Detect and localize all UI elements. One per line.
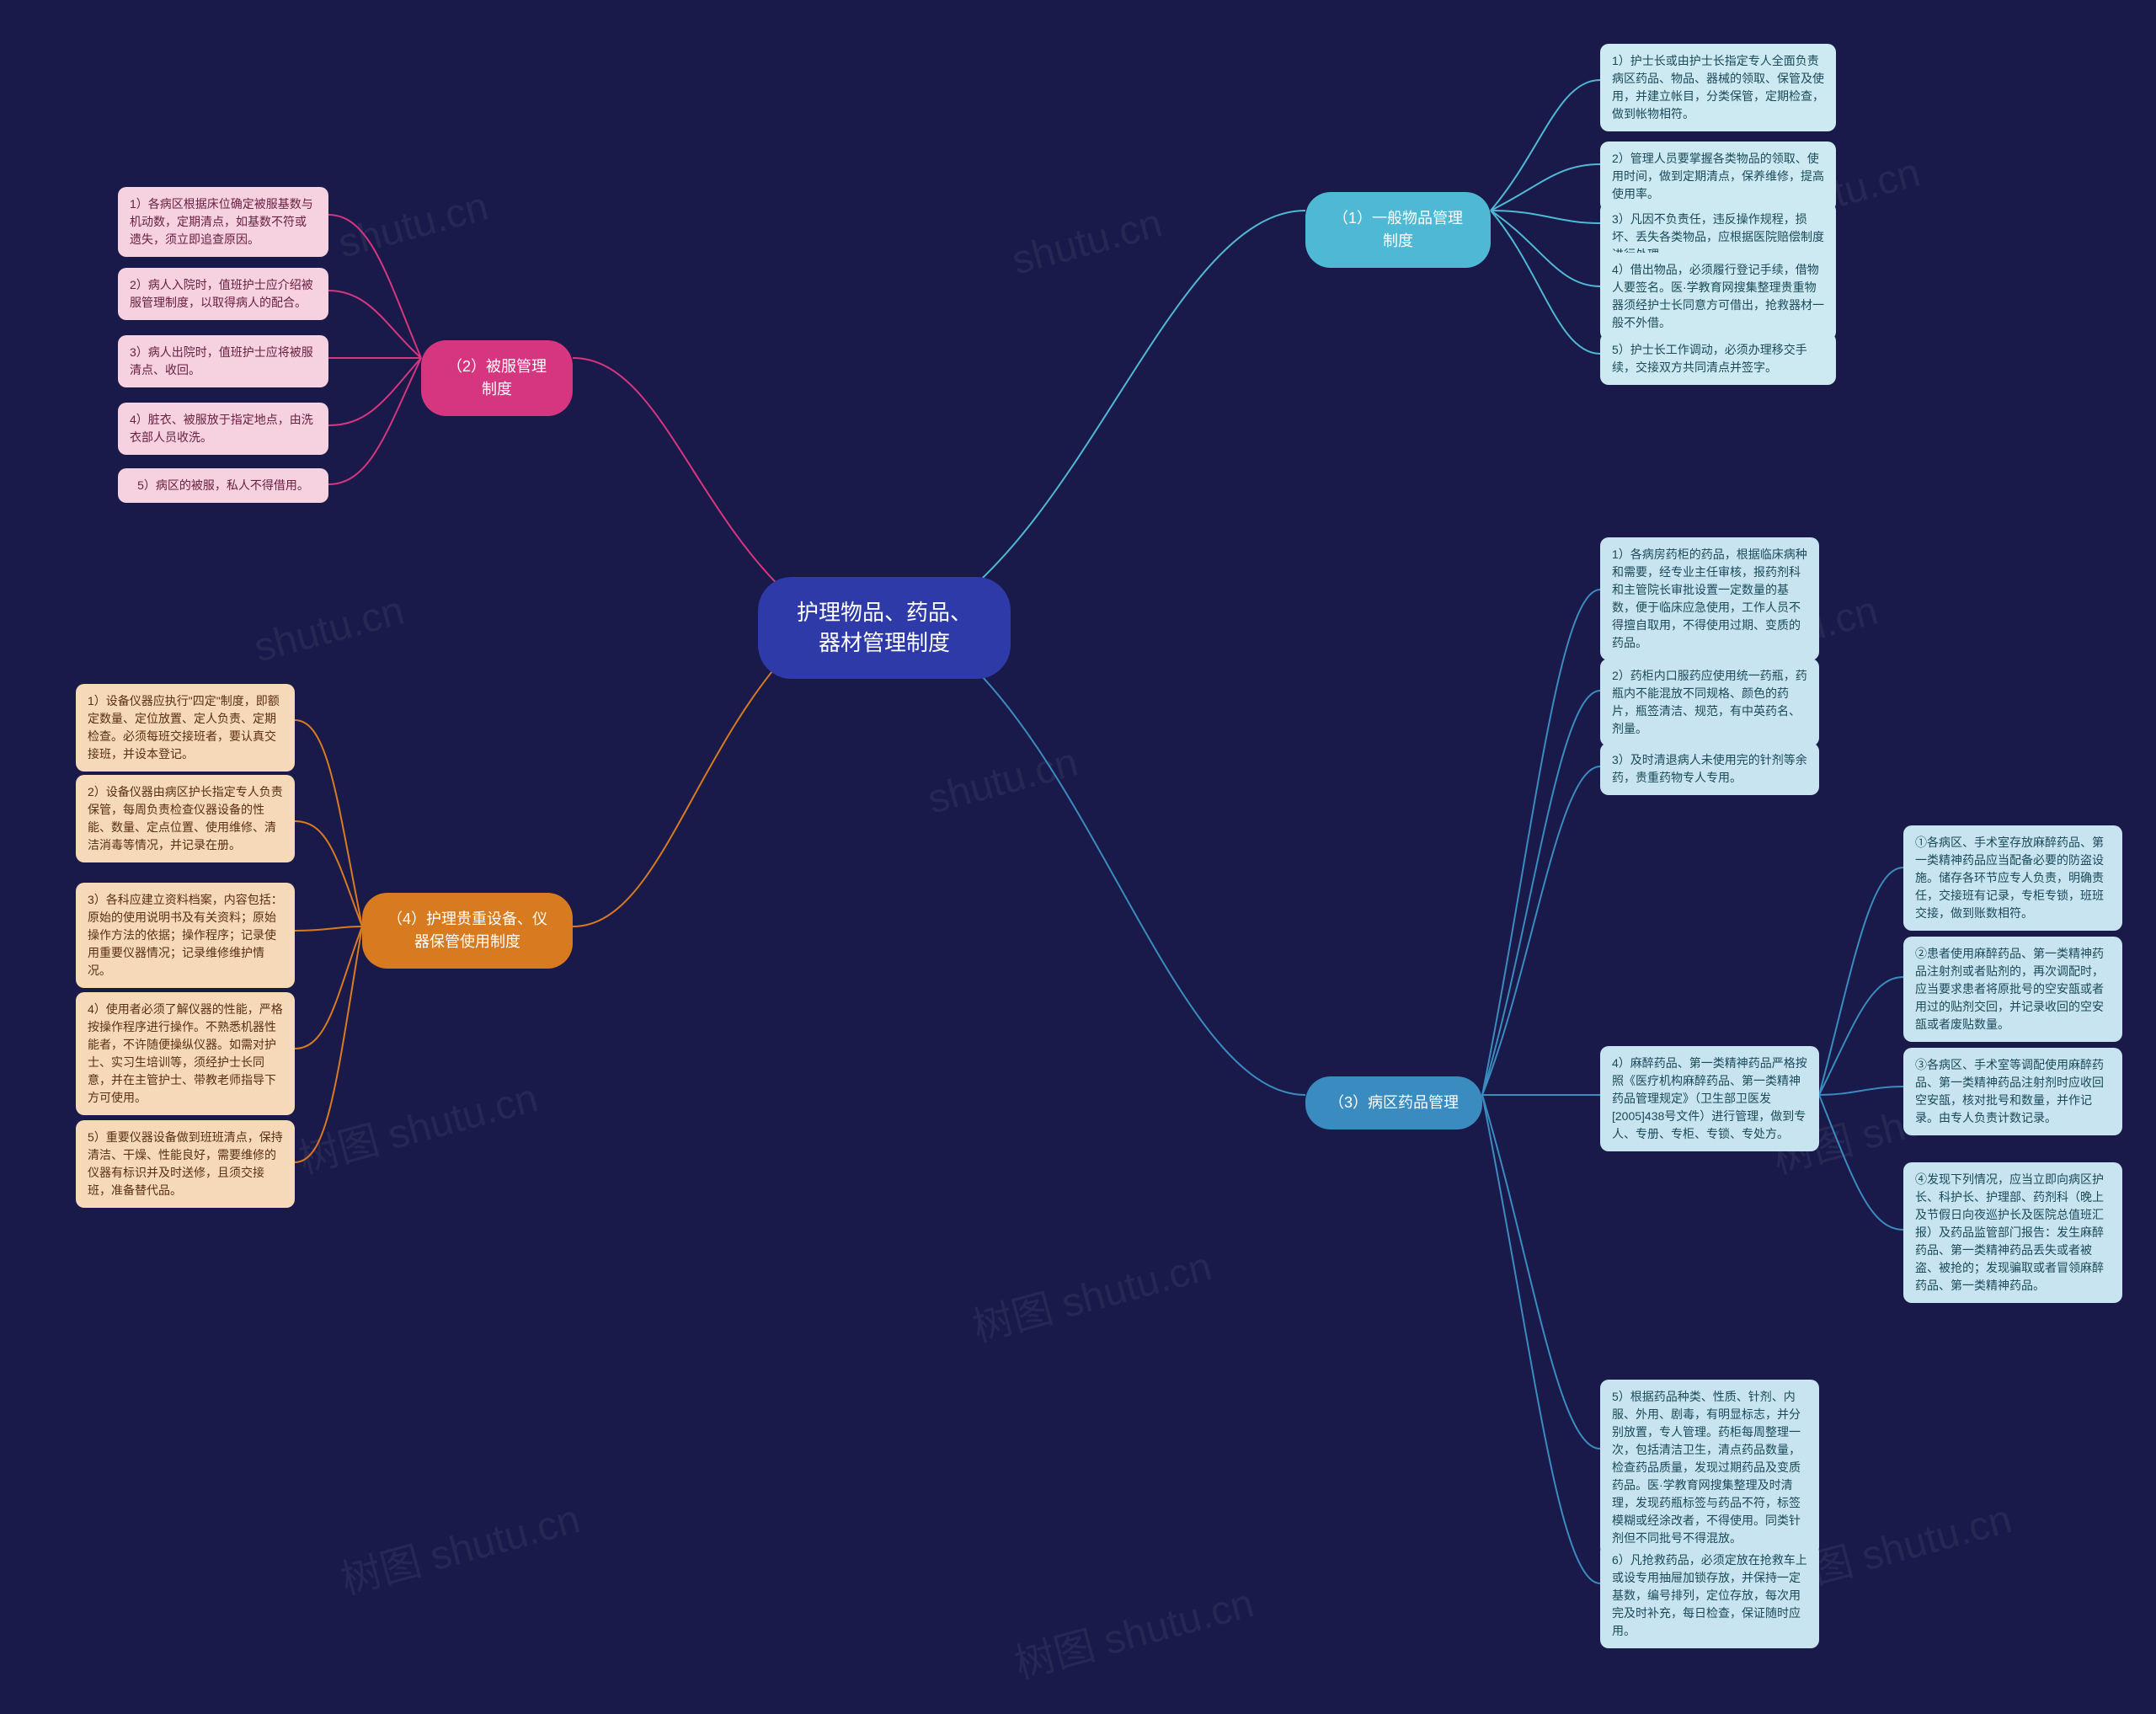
branch-b3[interactable]: （3）病区药品管理 — [1305, 1076, 1482, 1129]
leaf-b3-2[interactable]: 3）及时清退病人未使用完的针剂等余药，贵重药物专人专用。 — [1600, 743, 1819, 795]
leaf-b4-1[interactable]: 2）设备仪器由病区护长指定专人负责保管，每周负责检查仪器设备的性能、数量、定点位… — [76, 775, 295, 862]
watermark: 树图 shutu.cn — [291, 1065, 543, 1185]
leaf-b2-0[interactable]: 1）各病区根据床位确定被服基数与机动数，定期清点，如基数不符或遗失，须立即追查原… — [118, 187, 328, 257]
leaf-b1-0[interactable]: 1）护士长或由护士长指定专人全面负责病区药品、物品、器械的领取、保管及使用，并建… — [1600, 44, 1836, 131]
leaf-b3-3[interactable]: 4）麻醉药品、第一类精神药品严格按照《医疗机构麻醉药品、第一类精神药品管理规定》… — [1600, 1046, 1819, 1151]
branch-b2[interactable]: （2）被服管理制度 — [421, 340, 573, 416]
leaf-b3-1[interactable]: 2）药柜内口服药应使用统一药瓶，药瓶内不能混放不同规格、颜色的药片，瓶签清洁、规… — [1600, 659, 1819, 746]
leaf-b4-3[interactable]: 4）使用者必须了解仪器的性能，严格按操作程序进行操作。不熟悉机器性能者，不许随便… — [76, 992, 295, 1115]
watermark: shutu.cn — [923, 739, 1083, 823]
leaf-b1-4[interactable]: 5）护士长工作调动，必须办理移交手续，交接双方共同清点并签字。 — [1600, 333, 1836, 385]
leaf-b3-sub4-1[interactable]: ②患者使用麻醉药品、第一类精神药品注射剂或者贴剂的，再次调配时，应当要求患者将原… — [1903, 937, 2122, 1042]
leaf-b3-sub4-3[interactable]: ④发现下列情况，应当立即向病区护长、科护长、护理部、药剂科（晚上及节假日向夜巡护… — [1903, 1162, 2122, 1303]
leaf-b2-2[interactable]: 3）病人出院时，值班护士应将被服清点、收回。 — [118, 335, 328, 387]
watermark: 树图 shutu.cn — [1007, 1570, 1259, 1690]
leaf-b4-2[interactable]: 3）各科应建立资料档案，内容包括：原始的使用说明书及有关资料；原始操作方法的依据… — [76, 883, 295, 988]
branch-b4[interactable]: （4）护理贵重设备、仪器保管使用制度 — [362, 893, 573, 969]
leaf-b1-1[interactable]: 2）管理人员要掌握各类物品的领取、使用时间，做到定期清点，保养维修，提高使用率。 — [1600, 141, 1836, 211]
leaf-b3-sub4-2[interactable]: ③各病区、手术室等调配使用麻醉药品、第一类精神药品注射剂时应收回空安瓿，核对批号… — [1903, 1048, 2122, 1135]
leaf-b3-0[interactable]: 1）各病房药柜的药品，根据临床病种和需要，经专业主任审核，报药剂科和主管院长审批… — [1600, 537, 1819, 660]
leaf-b4-0[interactable]: 1）设备仪器应执行"四定"制度，即额定数量、定位放置、定人负责、定期检查。必须每… — [76, 684, 295, 772]
branch-b1[interactable]: （1）一般物品管理制度 — [1305, 192, 1491, 268]
leaf-b4-4[interactable]: 5）重要仪器设备做到班班清点，保持清洁、干燥、性能良好，需要维修的仪器有标识并及… — [76, 1120, 295, 1208]
leaf-b2-1[interactable]: 2）病人入院时，值班护士应介绍被服管理制度，以取得病人的配合。 — [118, 268, 328, 320]
leaf-b2-3[interactable]: 4）脏衣、被服放于指定地点，由洗衣部人员收洗。 — [118, 403, 328, 455]
watermark: shutu.cn — [334, 183, 494, 267]
leaf-b3-4[interactable]: 5）根据药品种类、性质、针剂、内服、外用、剧毒，有明显标志，并分别放置，专人管理… — [1600, 1380, 1819, 1556]
watermark: shutu.cn — [249, 587, 409, 671]
leaf-b1-3[interactable]: 4）借出物品，必须履行登记手续，借物人要签名。医·学教育网搜集整理贵重物器须经护… — [1600, 253, 1836, 340]
watermark: 树图 shutu.cn — [965, 1233, 1217, 1354]
leaf-b2-4[interactable]: 5）病区的被服，私人不得借用。 — [118, 468, 328, 503]
watermark: shutu.cn — [1007, 200, 1167, 284]
watermark: 树图 shutu.cn — [334, 1486, 585, 1606]
root-node[interactable]: 护理物品、药品、器材管理制度 — [758, 577, 1011, 679]
leaf-b3-5[interactable]: 6）凡抢救药品，必须定放在抢救车上或设专用抽屉加锁存放，并保持一定基数，编号排列… — [1600, 1543, 1819, 1648]
leaf-b3-sub4-0[interactable]: ①各病区、手术室存放麻醉药品、第一类精神药品应当配备必要的防盗设施。储存各环节应… — [1903, 825, 2122, 931]
